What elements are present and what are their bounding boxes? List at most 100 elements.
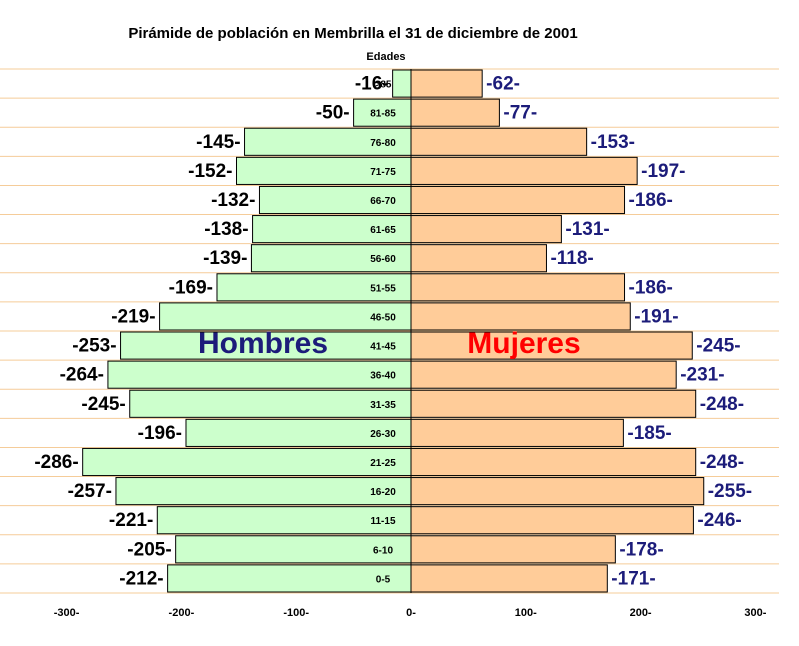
value-label-hombres: -205- xyxy=(127,539,171,560)
gridlines xyxy=(0,68,779,594)
bar-mujeres xyxy=(410,477,705,506)
value-label-mujeres: -77- xyxy=(503,103,537,124)
value-label-mujeres: -248- xyxy=(700,452,744,473)
value-label-hombres: -219- xyxy=(111,306,155,327)
value-label-hombres: -257- xyxy=(68,481,112,502)
bar-mujeres xyxy=(410,127,588,156)
value-label-mujeres: -248- xyxy=(700,394,744,415)
bar-hombres xyxy=(120,331,412,360)
value-label-mujeres: -178- xyxy=(619,539,663,560)
bar-mujeres xyxy=(410,360,677,389)
age-label: 76-80 xyxy=(370,138,396,149)
bar-mujeres xyxy=(410,69,483,98)
bar-hombres xyxy=(244,127,412,156)
chart-title: Pirámide de población en Membrilla el 31… xyxy=(128,25,577,42)
bar-mujeres xyxy=(410,389,697,418)
bar-hombres xyxy=(250,244,412,273)
age-label: 11-15 xyxy=(370,516,395,527)
series-label-mujeres: Mujeres xyxy=(467,327,580,360)
bar-mujeres xyxy=(410,244,547,273)
value-label-mujeres: -131- xyxy=(565,219,609,240)
x-tick-label: -300- xyxy=(54,607,80,619)
value-label-hombres: -212- xyxy=(119,568,163,589)
bar-mujeres xyxy=(410,506,694,535)
age-label: 36-40 xyxy=(370,371,396,382)
age-label: 51-55 xyxy=(370,283,396,294)
bar-mujeres xyxy=(410,418,624,447)
value-label-mujeres: -191- xyxy=(634,306,678,327)
value-label-hombres: -132- xyxy=(211,190,255,211)
bar-mujeres xyxy=(410,156,638,185)
value-label-hombres: -253- xyxy=(72,336,116,357)
bar-hombres xyxy=(236,156,412,185)
age-label: 46-50 xyxy=(370,312,396,323)
value-label-mujeres: -118- xyxy=(550,248,593,269)
value-label-hombres: -138- xyxy=(204,219,248,240)
value-label-mujeres: -255- xyxy=(708,481,752,502)
bar-hombres xyxy=(392,69,412,98)
bar-mujeres xyxy=(410,331,693,360)
age-label: 41-45 xyxy=(370,342,396,353)
x-axis-ticks: -300- -200- -100- 0- 100- 200- 300- xyxy=(54,607,767,619)
value-label-mujeres: -231- xyxy=(680,365,724,386)
age-label: >85 xyxy=(375,80,392,91)
age-label: 81-85 xyxy=(370,109,396,120)
age-label: 61-65 xyxy=(370,225,396,236)
x-tick-label: -100- xyxy=(283,607,309,619)
value-labels-group: -16- -62- -50- -77- -145- -153- -152- -197- -132… xyxy=(34,74,752,590)
bar-hombres xyxy=(156,506,412,535)
bar-hombres xyxy=(159,302,412,331)
bars-group xyxy=(82,69,705,593)
x-tick-label: 100- xyxy=(515,607,537,619)
bar-mujeres xyxy=(410,98,500,127)
age-label: 66-70 xyxy=(370,196,396,207)
value-label-mujeres: -171- xyxy=(611,568,655,589)
value-label-mujeres: -186- xyxy=(629,190,673,211)
bar-mujeres xyxy=(410,447,697,477)
value-label-mujeres: -185- xyxy=(627,423,671,444)
bar-hombres xyxy=(185,418,412,447)
value-label-mujeres: -153- xyxy=(591,132,635,153)
value-label-hombres: -221- xyxy=(109,510,153,531)
bar-hombres xyxy=(175,535,412,564)
bar-mujeres xyxy=(410,535,616,564)
age-label: 16-20 xyxy=(370,487,396,498)
value-label-hombres: -145- xyxy=(196,132,240,153)
value-label-hombres: -50- xyxy=(316,103,350,124)
value-label-hombres: -286- xyxy=(34,452,78,473)
bar-mujeres xyxy=(410,302,631,331)
y-axis-label: Edades xyxy=(366,51,405,63)
age-label: 56-60 xyxy=(370,254,396,265)
bar-mujeres xyxy=(410,564,608,593)
value-label-mujeres: -186- xyxy=(629,277,673,298)
bar-hombres xyxy=(258,185,412,215)
bar-hombres xyxy=(216,273,412,302)
value-label-mujeres: -197- xyxy=(641,161,685,182)
x-tick-label: -200- xyxy=(169,607,195,619)
age-labels-group: >85 81-85 76-80 71-75 66-70 61-65 56-60 51-55 46… xyxy=(370,80,396,586)
bar-hombres xyxy=(129,389,412,418)
bar-hombres xyxy=(107,360,412,389)
bar-hombres xyxy=(252,215,412,244)
x-tick-label: 200- xyxy=(630,607,652,619)
value-label-hombres: -196- xyxy=(138,423,182,444)
age-label: 26-30 xyxy=(370,429,396,440)
bar-hombres xyxy=(115,477,412,506)
value-label-hombres: -16- xyxy=(355,74,389,95)
value-label-hombres: -245- xyxy=(81,394,125,415)
age-label: 71-75 xyxy=(370,167,396,178)
bar-mujeres xyxy=(410,273,626,302)
value-label-mujeres: -246- xyxy=(697,510,741,531)
bar-mujeres xyxy=(410,215,562,244)
value-label-hombres: -139- xyxy=(203,248,247,269)
age-label: 31-35 xyxy=(370,400,396,411)
value-label-mujeres: -62- xyxy=(486,74,520,95)
age-label: 0-5 xyxy=(376,574,391,585)
age-label: 21-25 xyxy=(370,458,396,469)
x-tick-label: 0- xyxy=(406,607,416,619)
bar-hombres xyxy=(353,98,412,127)
bar-hombres xyxy=(82,447,412,477)
value-label-hombres: -169- xyxy=(169,277,213,298)
x-tick-label: 300- xyxy=(744,607,766,619)
